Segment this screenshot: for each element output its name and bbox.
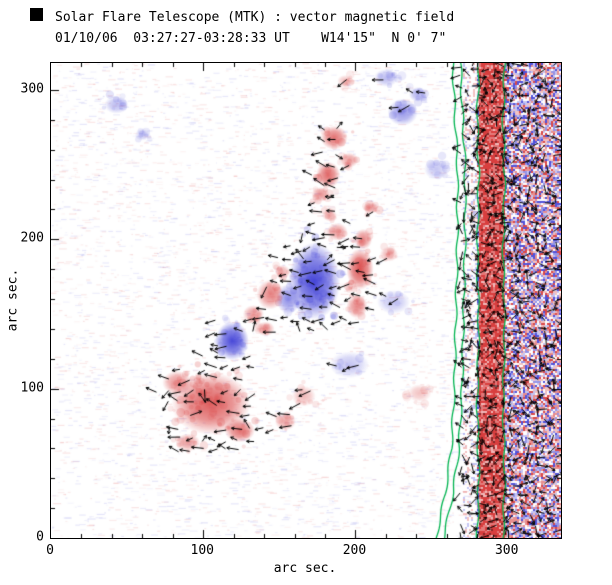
plot-area — [50, 62, 562, 539]
corner-marker — [30, 8, 43, 21]
y-tick-label: 300 — [20, 81, 44, 97]
x-tick-label: 100 — [190, 543, 214, 558]
y-axis-label: arc sec. — [5, 268, 21, 332]
y-tick-label: 100 — [20, 380, 44, 396]
y-tick-label: 200 — [20, 230, 44, 246]
chart-subtitle: 01/10/06 03:27:27-03:28:33 UT W14'15" N … — [55, 31, 447, 46]
magnetogram-canvas — [51, 63, 561, 538]
y-tick-label: 0 — [36, 529, 44, 545]
x-axis-label: arc sec. — [273, 561, 337, 576]
x-tick-label: 300 — [494, 543, 519, 558]
x-tick-label: 200 — [342, 543, 367, 558]
x-tick-label: 0 — [46, 543, 54, 558]
chart-title: Solar Flare Telescope (MTK) : vector mag… — [55, 10, 455, 25]
